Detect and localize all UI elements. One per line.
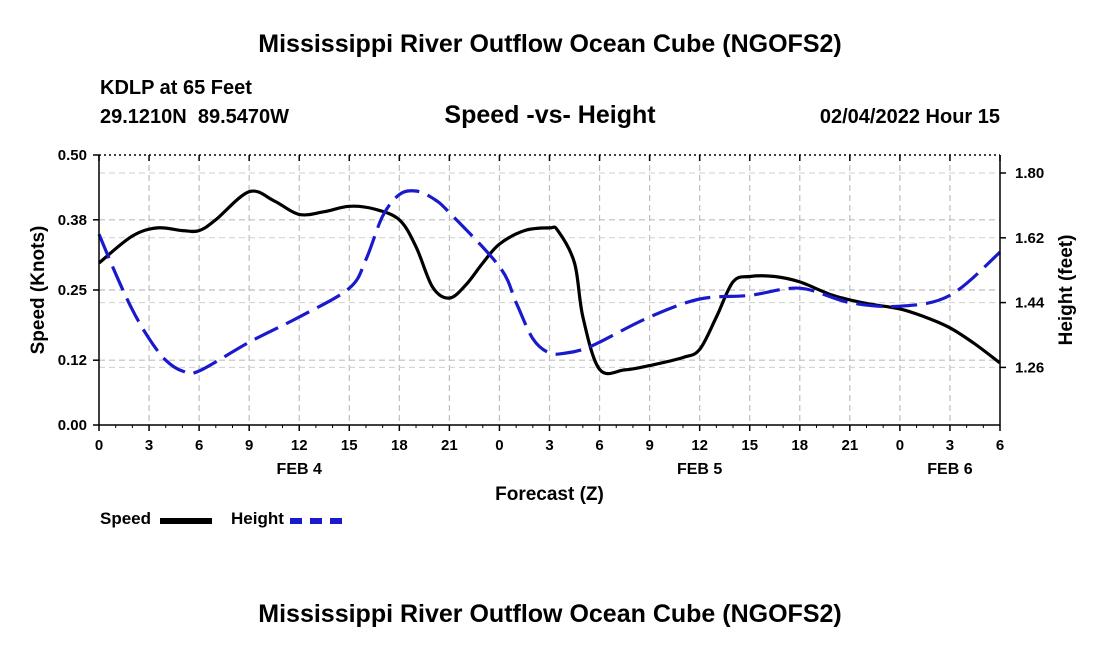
y-tick-label: 0.00 [58, 417, 87, 434]
x-tick-label: 3 [145, 437, 153, 454]
y-tick-label: 0.50 [58, 147, 87, 164]
y-tick-label: 0.38 [58, 212, 87, 229]
legend-height-line [290, 518, 342, 524]
x-tick-label: 18 [391, 437, 408, 454]
grid [99, 155, 1000, 425]
x-tick-label: 9 [645, 437, 653, 454]
x-tick-label: 15 [741, 437, 758, 454]
legend-speed-line [160, 518, 212, 524]
x-tick-label: 18 [791, 437, 808, 454]
y-tick-label: 0.25 [58, 282, 87, 299]
coordinates-label: 29.1210N 89.5470W [100, 106, 290, 128]
x-tick-label: 3 [946, 437, 954, 454]
x-tick-label: 12 [691, 437, 708, 454]
y2-tick-label: 1.26 [1015, 359, 1044, 376]
legend-height-label: Height [231, 509, 284, 528]
y-axis-title: Speed (Knots) [28, 226, 49, 355]
date-label: FEB 6 [927, 461, 972, 478]
footer-title: Mississippi River Outflow Ocean Cube (NG… [258, 600, 842, 628]
height-series-line [97, 189, 1002, 376]
x-axis-title: Forecast (Z) [495, 484, 604, 505]
x-tick-label: 21 [841, 437, 858, 454]
axis-labels: 0 3 6 9 12 15 18 21 0 3 6 9 12 15 18 21 0 3 6 FEB 4 FEB 5 FEB… [28, 147, 1077, 505]
x-tick-label: 0 [95, 437, 103, 454]
date-label: FEB 5 [677, 461, 722, 478]
x-tick-label: 21 [441, 437, 458, 454]
y2-tick-label: 1.80 [1015, 165, 1044, 182]
x-tick-label: 6 [195, 437, 203, 454]
x-tick-label: 3 [545, 437, 553, 454]
x-tick-label: 6 [595, 437, 603, 454]
y2-axis-title: Height (feet) [1056, 235, 1077, 346]
x-tick-label: 15 [341, 437, 358, 454]
y2-tick-label: 1.44 [1015, 295, 1045, 312]
chart-subtitle: Speed -vs- Height [444, 101, 656, 129]
x-tick-label: 12 [291, 437, 308, 454]
legend-speed-label: Speed [100, 509, 152, 528]
y-tick-label: 0.12 [58, 352, 87, 369]
series-lines [97, 189, 1002, 376]
axes [93, 154, 1006, 431]
station-label: KDLP at 65 Feet [100, 77, 252, 99]
x-tick-label: 0 [896, 437, 904, 454]
x-tick-label: 0 [495, 437, 503, 454]
date-label: FEB 4 [277, 461, 322, 478]
datetime-label: 02/04/2022 Hour 15 [819, 106, 1000, 128]
chart-title: Mississippi River Outflow Ocean Cube (NG… [258, 30, 842, 58]
x-tick-label: 6 [996, 437, 1004, 454]
speed-series-line [97, 189, 1001, 376]
y2-tick-label: 1.62 [1015, 230, 1044, 247]
x-tick-label: 9 [245, 437, 253, 454]
